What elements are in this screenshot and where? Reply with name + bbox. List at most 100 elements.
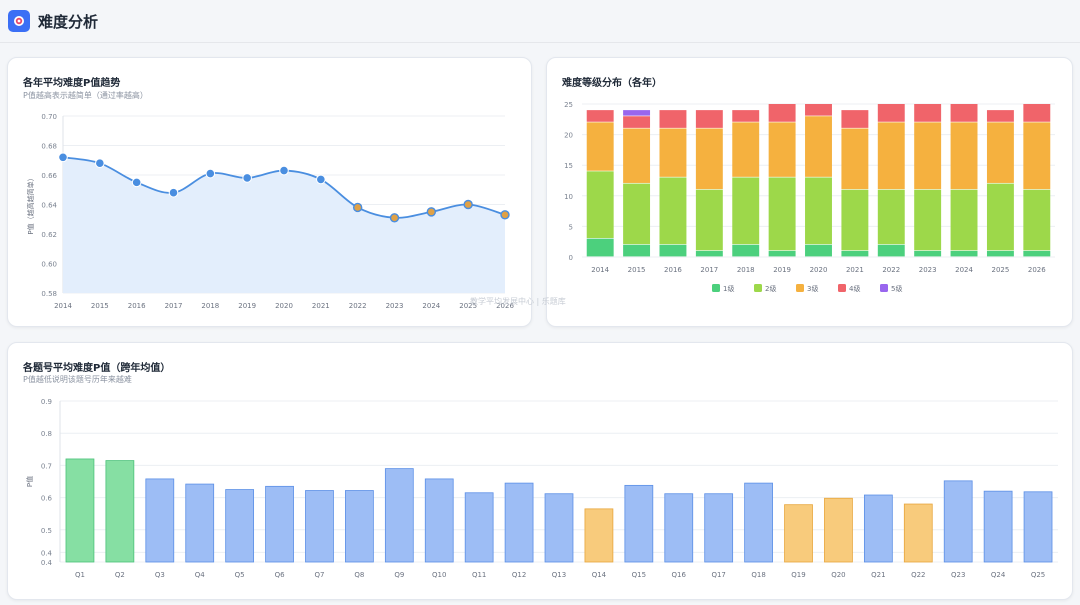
- x-tick-label: 2026: [496, 302, 514, 310]
- y-tick-label: 0.9: [41, 398, 52, 406]
- x-tick-label: 2022: [882, 266, 900, 274]
- stacked-bar-segment: [805, 244, 832, 257]
- x-tick-label: 2015: [628, 266, 646, 274]
- stacked-bar-segment: [877, 104, 905, 122]
- x-tick-label: Q1: [75, 571, 85, 579]
- question-bar: [863, 494, 893, 563]
- data-point: [279, 165, 289, 176]
- stacked-bar-segment: [877, 244, 905, 257]
- y-axis-label: P值（越高越简单）: [26, 174, 35, 234]
- stacked-bar-segment: [805, 116, 832, 177]
- stacked-bar-segment: [586, 110, 614, 122]
- legend-label: 4级: [849, 284, 860, 293]
- legend-label: 3级: [807, 284, 818, 293]
- data-point: [463, 199, 473, 210]
- x-tick-label: Q23: [951, 571, 965, 579]
- stacked-bar-segment: [586, 171, 614, 239]
- y-tick-label: 0.4: [41, 559, 53, 567]
- question-bar: [943, 480, 973, 563]
- y-tick-label: 5: [569, 223, 573, 231]
- stacked-bar-segment: [732, 244, 760, 257]
- question-card: 各题号平均难度P值（跨年均值） P值越低说明该题号历年来越难 0.4 0.4 0.5…: [7, 342, 1073, 600]
- stacked-bar-segment: [659, 244, 687, 257]
- x-tick-label: 2024: [422, 302, 440, 310]
- x-tick-label: Q13: [552, 571, 566, 579]
- x-tick-label: 2014: [591, 266, 609, 274]
- stacked-bar-segment: [950, 122, 978, 190]
- x-tick-label: 2015: [91, 302, 109, 310]
- y-tick-label: 0.6: [41, 495, 53, 503]
- x-tick-label: Q22: [911, 571, 925, 579]
- stacked-bar-segment: [914, 189, 942, 251]
- stacked-bar-segment: [914, 104, 942, 122]
- x-tick-label: Q17: [711, 571, 725, 579]
- stacked-bar-segment: [768, 250, 796, 257]
- y-tick-label: 15: [564, 162, 573, 170]
- stacked-bar-segment: [950, 189, 978, 251]
- question-bar: [185, 483, 215, 563]
- y-tick-label: 0.58: [41, 290, 57, 298]
- x-tick-label: Q7: [314, 571, 324, 579]
- stacked-bar-segment: [695, 250, 723, 257]
- stacked-bar-segment: [950, 250, 978, 257]
- x-tick-label: 2021: [312, 302, 330, 310]
- question-bar: [305, 490, 334, 563]
- x-tick-label: Q14: [592, 571, 607, 579]
- target-icon: [8, 10, 30, 32]
- question-bar: [504, 482, 534, 563]
- y-tick-label: 0.64: [41, 202, 57, 210]
- stacked-bar-segment: [768, 122, 796, 177]
- x-tick-label: 2023: [386, 302, 404, 310]
- legend-label: 2级: [765, 284, 776, 293]
- y-tick-label: 0.4: [41, 549, 53, 557]
- legend-swatch: [880, 284, 888, 292]
- stacked-bar-segment: [914, 250, 942, 257]
- stacked-bar-segment: [1023, 189, 1051, 251]
- x-tick-label: Q25: [1031, 571, 1045, 579]
- x-tick-label: 2022: [349, 302, 367, 310]
- x-tick-label: 2023: [919, 266, 937, 274]
- data-point: [352, 202, 363, 213]
- question-bar: [584, 508, 614, 563]
- x-tick-label: 2019: [773, 266, 791, 274]
- stacked-bar-segment: [950, 104, 978, 122]
- question-bar: [784, 504, 813, 563]
- y-tick-label: 20: [564, 132, 573, 140]
- data-point: [242, 173, 252, 183]
- x-tick-label: Q11: [472, 571, 486, 579]
- stacked-bar-segment: [986, 250, 1014, 257]
- stacked-bar-segment: [659, 128, 687, 177]
- x-tick-label: 2025: [992, 266, 1010, 274]
- x-tick-label: Q21: [871, 571, 885, 579]
- stacked-bar-segment: [659, 110, 687, 128]
- data-point: [131, 177, 142, 188]
- trend-card: 各年平均难度P值趋势 P值越高表示越简单（通过率越高） 0.58 0.60 0.62…: [7, 57, 532, 327]
- legend-swatch: [754, 284, 762, 292]
- data-point: [58, 152, 68, 163]
- x-tick-label: Q10: [432, 571, 446, 579]
- stacked-bar-segment: [877, 122, 905, 190]
- y-axis-label: P值: [25, 476, 34, 487]
- x-tick-label: 2024: [955, 266, 973, 274]
- question-bar: [824, 497, 853, 563]
- y-tick-label: 0.60: [41, 261, 57, 269]
- question-bar: [704, 493, 734, 563]
- y-tick-label: 0.8: [41, 430, 52, 438]
- watermark: 教学平均发展中心 | 乐题库: [470, 297, 566, 306]
- y-tick-label: 10: [564, 193, 573, 201]
- x-tick-label: 2016: [664, 266, 682, 274]
- stacked-bar-segment: [841, 189, 869, 251]
- legend-swatch: [796, 284, 804, 292]
- stacked-bar-segment: [623, 128, 651, 183]
- stacked-bar-segment: [695, 128, 723, 190]
- x-tick-label: 2020: [275, 302, 293, 310]
- data-point: [95, 158, 105, 168]
- question-bar: [983, 490, 1013, 563]
- x-tick-label: Q9: [394, 571, 404, 579]
- y-tick-label: 0.7: [41, 462, 52, 470]
- y-tick-label: 0: [569, 254, 573, 262]
- question-title: 各题号平均难度P值（跨年均值）: [23, 363, 171, 374]
- question-bar: [664, 493, 694, 563]
- data-point: [316, 174, 326, 185]
